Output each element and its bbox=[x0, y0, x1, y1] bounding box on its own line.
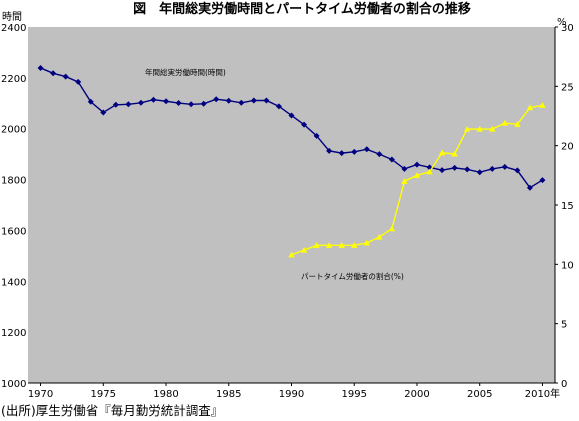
data-point bbox=[163, 98, 170, 105]
data-point bbox=[463, 125, 471, 132]
data-point bbox=[351, 242, 358, 248]
data-point bbox=[100, 109, 107, 116]
left-tick-label: 1200 bbox=[1, 328, 26, 339]
data-point bbox=[313, 242, 320, 248]
x-tick-label: 1995 bbox=[342, 389, 367, 400]
data-point bbox=[388, 156, 395, 163]
left-tick-label: 1600 bbox=[1, 226, 26, 237]
x-tick-label: 1990 bbox=[279, 389, 304, 400]
data-point bbox=[539, 177, 546, 184]
source-note: (出所)厚生労働省『毎月勤労統計調査』 bbox=[1, 403, 224, 418]
data-point bbox=[376, 151, 383, 158]
data-point bbox=[464, 166, 471, 173]
chart-title: 図 年間総実労働時間とパートタイム労働者の割合の推移 bbox=[133, 1, 471, 17]
data-point bbox=[351, 148, 358, 155]
data-point bbox=[526, 184, 533, 191]
data-point bbox=[451, 164, 458, 171]
data-point bbox=[50, 70, 57, 77]
data-point bbox=[200, 100, 207, 107]
data-point bbox=[87, 98, 94, 105]
left-axis-unit: 時間 bbox=[2, 11, 22, 23]
data-point bbox=[313, 132, 320, 139]
right-tick-label: 25 bbox=[561, 82, 574, 93]
data-point bbox=[363, 239, 370, 246]
x-tick-label: 1985 bbox=[216, 389, 241, 400]
data-point bbox=[288, 112, 295, 119]
right-tick-label: 5 bbox=[561, 320, 567, 331]
data-point bbox=[137, 99, 144, 106]
data-point bbox=[363, 146, 370, 153]
data-point bbox=[376, 233, 383, 240]
series-label-parttime: パートタイム労働者の割合(%) bbox=[301, 271, 404, 281]
data-point bbox=[300, 246, 308, 253]
data-point bbox=[501, 119, 509, 126]
data-point bbox=[75, 78, 82, 85]
data-point bbox=[275, 103, 282, 110]
data-point bbox=[426, 168, 433, 175]
data-point bbox=[188, 101, 195, 108]
data-point bbox=[388, 225, 396, 232]
data-point bbox=[539, 102, 546, 108]
data-point bbox=[413, 172, 421, 178]
data-point bbox=[62, 73, 69, 80]
data-point bbox=[125, 101, 132, 108]
left-tick-label: 1000 bbox=[1, 379, 26, 390]
left-tick-label: 1400 bbox=[1, 277, 26, 288]
left-tick-label: 1800 bbox=[1, 176, 26, 187]
data-point bbox=[338, 150, 345, 157]
data-point bbox=[413, 161, 420, 168]
right-axis-unit: % bbox=[557, 17, 567, 28]
data-point bbox=[501, 163, 508, 170]
series-group bbox=[37, 64, 546, 258]
left-tick-label: 2000 bbox=[1, 125, 26, 136]
data-point bbox=[238, 99, 245, 106]
data-point bbox=[263, 97, 270, 104]
data-point bbox=[438, 149, 446, 156]
data-point bbox=[338, 242, 345, 248]
plot-area bbox=[28, 27, 555, 383]
left-tick-label: 2200 bbox=[1, 74, 26, 85]
right-tick-label: 30 bbox=[561, 23, 574, 34]
data-point bbox=[112, 101, 119, 108]
data-point bbox=[250, 97, 257, 104]
data-point bbox=[401, 165, 408, 172]
x-tick-label: 1980 bbox=[153, 389, 178, 400]
data-point bbox=[514, 121, 521, 127]
data-point bbox=[175, 100, 182, 107]
data-point bbox=[401, 178, 408, 184]
series-label-hours: 年間総実労働時間(時間) bbox=[145, 67, 226, 77]
series-1 bbox=[288, 102, 546, 258]
x-tick-label: 2010年 bbox=[525, 387, 560, 400]
data-point bbox=[439, 167, 446, 174]
data-point bbox=[326, 147, 333, 154]
data-point bbox=[526, 104, 534, 111]
series-0 bbox=[37, 64, 546, 191]
x-tick-label: 2005 bbox=[467, 389, 492, 400]
data-point bbox=[150, 96, 157, 103]
data-point bbox=[476, 125, 483, 132]
data-point bbox=[325, 242, 333, 248]
data-point bbox=[451, 150, 458, 157]
data-point bbox=[301, 121, 308, 128]
left-axis-ticks: 2400 2200 2000 1800 1600 1400 1200 1000 bbox=[1, 23, 26, 390]
data-point bbox=[37, 64, 44, 71]
right-axis-ticks: 30 25 20 15 10 5 0 bbox=[555, 23, 574, 390]
x-tick-label: 2000 bbox=[404, 389, 429, 400]
data-point bbox=[476, 169, 483, 176]
right-tick-label: 20 bbox=[561, 142, 574, 153]
left-tick-label: 2400 bbox=[1, 23, 26, 34]
data-point bbox=[213, 96, 220, 103]
x-axis-ticks: 1970 1975 1980 1985 1990 1995 2000 2005 2010年 bbox=[28, 383, 560, 400]
data-point bbox=[489, 165, 496, 172]
x-tick-label: 1975 bbox=[91, 389, 116, 400]
data-point bbox=[514, 167, 521, 174]
right-tick-label: 10 bbox=[561, 260, 574, 271]
right-tick-label: 0 bbox=[561, 379, 567, 390]
data-point bbox=[288, 251, 295, 258]
data-point bbox=[225, 97, 232, 104]
right-tick-label: 15 bbox=[561, 201, 574, 212]
data-point bbox=[489, 125, 496, 132]
x-tick-label: 1970 bbox=[28, 389, 53, 400]
chart: 図 年間総実労働時間とパートタイム労働者の割合の推移 時間 % 1970 1975… bbox=[1, 1, 574, 400]
